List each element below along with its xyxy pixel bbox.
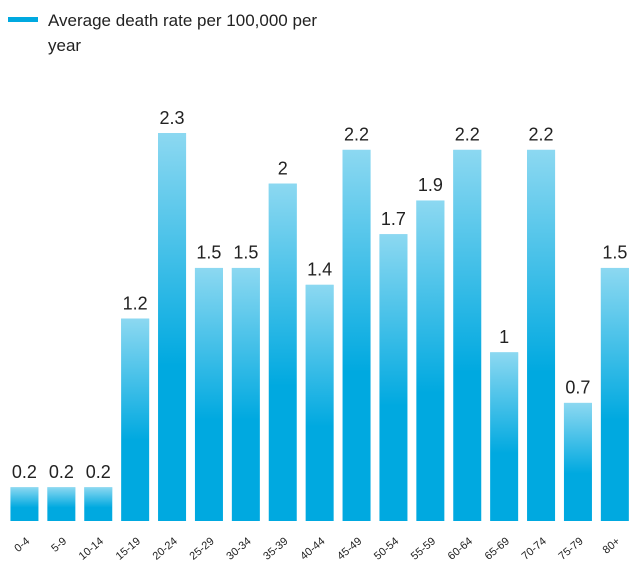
bar-shade [121,318,150,521]
x-tick-label: 30-34 [224,535,253,562]
bar-shade [416,200,445,521]
bar-shade [527,149,556,521]
x-tick-label: 70-74 [520,535,549,562]
data-label: 0.2 [49,462,74,482]
bar-shade [158,133,187,521]
x-tick-label: 20-24 [151,535,180,562]
data-label: 2.2 [529,125,554,145]
data-label: 1.7 [381,209,406,229]
data-label: 1.2 [123,293,148,313]
x-tick-label: 15-19 [114,535,143,562]
x-tick-label: 75-79 [556,535,585,562]
data-label: 0.2 [12,462,37,482]
bar-shade [47,487,76,521]
x-tick-label: 25-29 [187,535,216,562]
x-tick-label: 65-69 [483,535,512,562]
data-label: 2 [278,158,288,178]
data-label: 1.4 [307,260,332,280]
data-label: 2.2 [455,125,480,145]
bar-shade [231,267,260,521]
x-tick-label: 80+ [601,535,623,556]
x-tick-label: 50-54 [372,535,401,562]
x-tick-label: 40-44 [298,535,327,562]
legend: Average death rate per 100,000 per year [8,8,318,58]
data-label: 1.5 [233,243,258,263]
x-tick-label: 5-9 [49,535,69,554]
legend-swatch [8,17,38,22]
data-label: 0.2 [86,462,111,482]
data-label: 2.2 [344,125,369,145]
bar-shade [563,402,592,521]
x-tick-label: 0-4 [12,535,32,554]
bar-shade [268,183,297,521]
data-label: 1 [499,327,509,347]
bar-shade [342,149,371,521]
bar-shade [194,267,223,521]
bar-shade [600,267,629,521]
data-label: 1.5 [602,243,627,263]
data-label: 1.9 [418,175,443,195]
x-tick-label: 45-49 [335,535,364,562]
bar-shade [490,352,519,521]
x-tick-label: 55-59 [409,535,438,562]
legend-label: Average death rate per 100,000 per year [48,11,318,55]
data-label: 0.7 [565,378,590,398]
x-tick-label: 10-14 [77,535,106,562]
x-tick-label: 60-64 [446,535,475,562]
bar-shade [10,487,39,521]
bar-shade [379,234,408,521]
x-tick-label: 35-39 [261,535,290,562]
bar-shade [305,284,334,521]
data-label: 2.3 [160,108,185,128]
bar-shade [84,487,113,521]
bar-shade [453,149,482,521]
data-label: 1.5 [196,243,221,263]
